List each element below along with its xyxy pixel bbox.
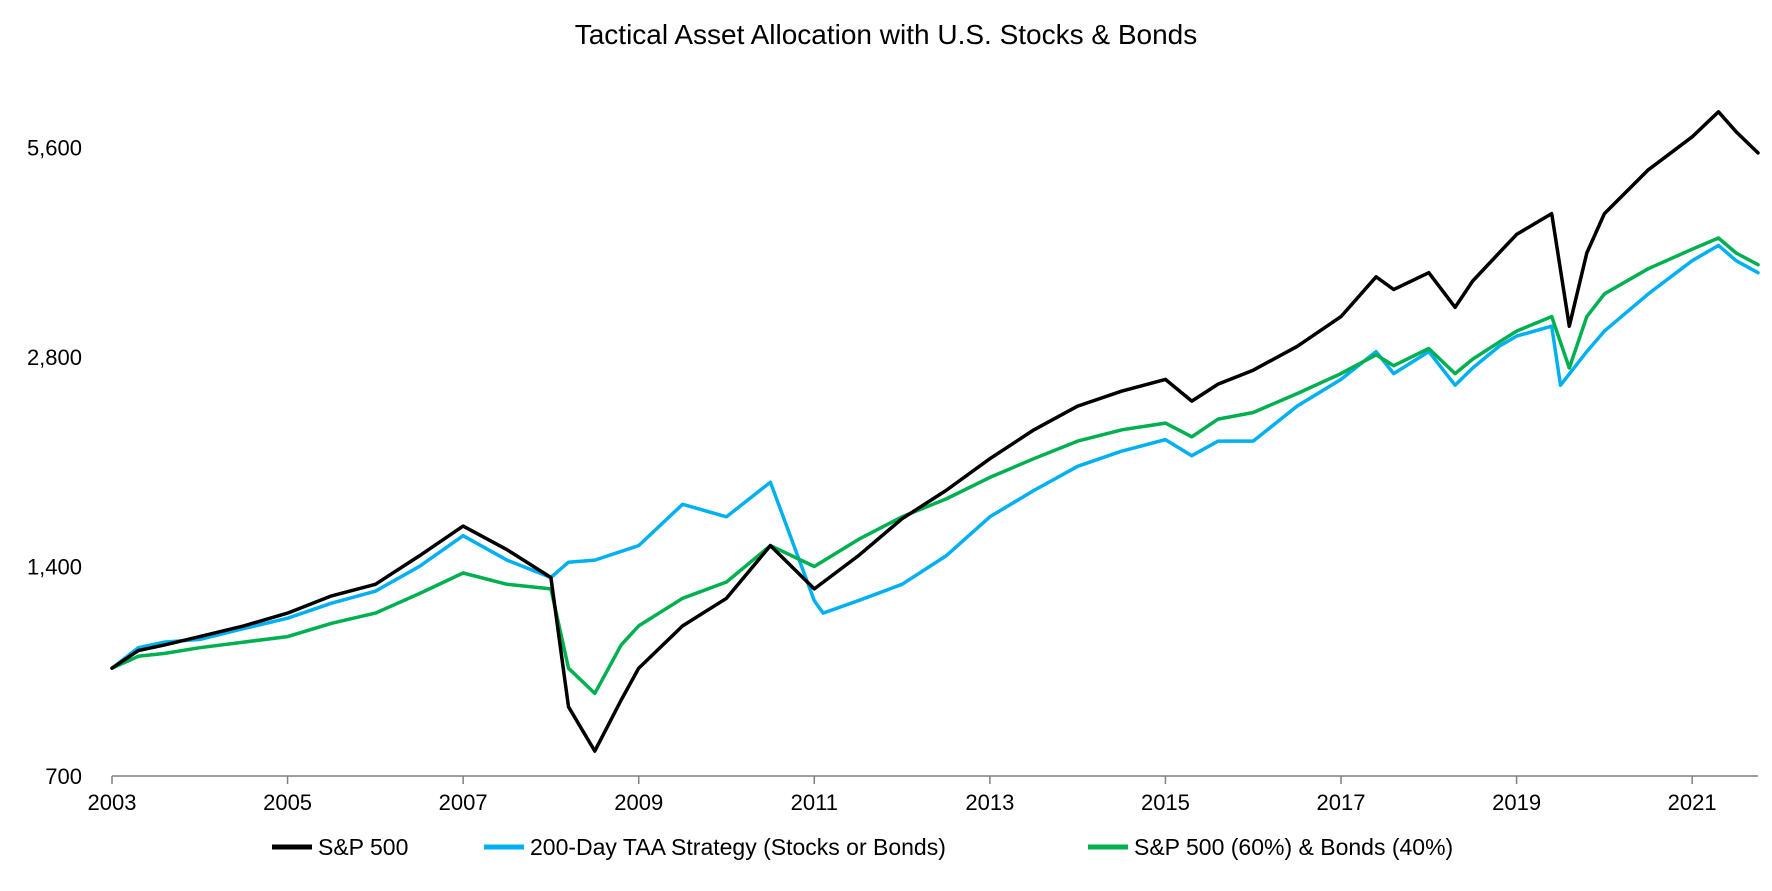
x-tick-label: 2013 (965, 790, 1014, 815)
x-tick-label: 2005 (263, 790, 312, 815)
y-tick-label: 2,800 (27, 345, 82, 370)
chart-title: Tactical Asset Allocation with U.S. Stoc… (575, 19, 1198, 50)
x-tick-label: 2011 (791, 790, 838, 815)
x-tick-label: 2007 (439, 790, 488, 815)
y-tick-label: 700 (45, 764, 82, 789)
x-axis: 2003 2005 2007 2009 2011 2013 2015 2017 2019 2021 (88, 776, 1717, 815)
series-line-1 (110, 243, 1760, 670)
x-tick-label: 2003 (88, 790, 137, 815)
x-tick-label: 2015 (1141, 790, 1190, 815)
y-axis-tick-labels: 700 1,400 2,800 5,600 (27, 135, 82, 789)
series-line-0 (110, 110, 1760, 753)
legend-label: S&P 500 (318, 834, 408, 860)
x-tick-label: 2021 (1668, 790, 1717, 815)
y-tick-label: 5,600 (27, 135, 82, 160)
plot-area (110, 110, 1760, 753)
legend: S&P 500 200-Day TAA Strategy (Stocks or B… (272, 834, 1453, 860)
series-line-2 (110, 236, 1760, 696)
y-tick-label: 1,400 (27, 554, 82, 579)
x-tick-label: 2009 (614, 790, 663, 815)
legend-label: 200-Day TAA Strategy (Stocks or Bonds) (530, 834, 946, 860)
x-tick-label: 2017 (1317, 790, 1366, 815)
legend-label: S&P 500 (60%) & Bonds (40%) (1134, 834, 1453, 860)
x-tick-label: 2019 (1492, 790, 1541, 815)
